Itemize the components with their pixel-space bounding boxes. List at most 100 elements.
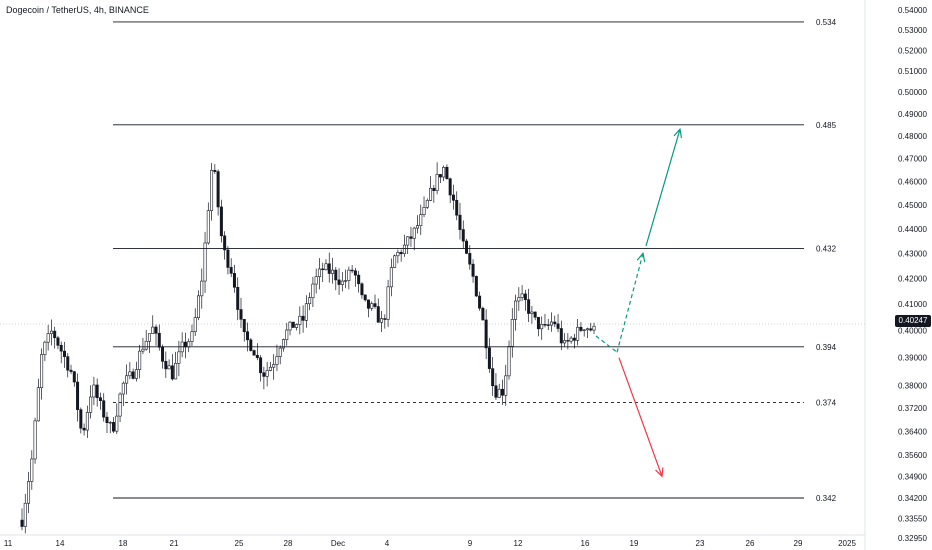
- time-tick-label: 9: [468, 539, 473, 548]
- candle-body: [40, 354, 44, 388]
- time-tick-label: 26: [746, 539, 755, 548]
- candle-body: [438, 174, 442, 178]
- candle-body: [268, 366, 272, 371]
- candle-body: [206, 210, 210, 244]
- candle-body: [128, 371, 132, 377]
- price-tick-label: 0.51000: [898, 67, 927, 76]
- candle-body: [422, 207, 426, 215]
- candle-body: [363, 294, 367, 301]
- candle-body: [30, 458, 34, 482]
- candle-body: [76, 381, 80, 410]
- candle-body: [72, 371, 76, 383]
- candle-body: [357, 274, 361, 285]
- candle-body: [56, 337, 60, 346]
- candle-body: [89, 396, 93, 413]
- candle-body: [141, 348, 145, 352]
- candle-body: [429, 187, 433, 201]
- candle-body: [376, 306, 380, 323]
- candle-body: [232, 273, 236, 288]
- candle-body: [425, 200, 429, 208]
- candle-body: [229, 267, 233, 274]
- candle-body: [118, 393, 122, 417]
- candle-body: [33, 420, 37, 460]
- candle-body: [445, 166, 449, 180]
- candle-body: [510, 319, 514, 347]
- candle-body: [98, 397, 102, 401]
- candle-body: [311, 283, 315, 298]
- candle-body: [46, 333, 50, 343]
- price-tick-label: 0.37200: [898, 404, 927, 413]
- candle-body: [543, 324, 547, 326]
- candle-body: [262, 372, 266, 377]
- price-tick-label: 0.36400: [898, 427, 927, 436]
- candle-body: [108, 422, 112, 424]
- price-tick-label: 0.46000: [898, 177, 927, 186]
- candle-body: [415, 225, 419, 229]
- candle-body: [170, 365, 174, 380]
- candle-body: [540, 324, 544, 330]
- candle-body: [288, 321, 292, 331]
- price-tick-label: 0.44000: [898, 225, 927, 234]
- candle-body: [177, 351, 181, 364]
- time-axis[interactable]: 11 14 18 21 25 28 Dec 4 9 12 16 19 23 26 29 2025: [4, 539, 857, 548]
- candle-body: [321, 268, 325, 271]
- candle-body: [589, 328, 593, 331]
- candle-body: [95, 384, 99, 399]
- bullish-dashed-leg: [595, 335, 618, 353]
- candle-body: [585, 328, 589, 331]
- candle-body: [579, 326, 583, 331]
- candle-body: [246, 331, 250, 341]
- candle-body: [465, 240, 469, 254]
- candle-body: [396, 252, 400, 257]
- candle-body: [213, 169, 217, 172]
- candles: [20, 162, 596, 534]
- price-tick-label: 0.48000: [898, 132, 927, 141]
- candle-body: [324, 263, 328, 270]
- candle-body: [412, 227, 416, 239]
- price-tick-label: 0.52000: [898, 46, 927, 55]
- candle-body: [337, 279, 341, 285]
- candle-body: [556, 323, 560, 329]
- scenario-arrows[interactable]: [595, 127, 683, 478]
- price-axis[interactable]: 0.54000 0.53000 0.52000 0.51000 0.50000 0.490…: [898, 6, 927, 543]
- candle-body: [353, 270, 357, 276]
- time-tick-label: 25: [235, 539, 244, 548]
- candle-body: [409, 236, 413, 239]
- candle-body: [383, 318, 387, 320]
- price-tick-label: 0.53000: [898, 26, 927, 35]
- candle-body: [59, 345, 63, 352]
- arrow-head: [655, 467, 664, 478]
- candle-body: [399, 252, 403, 255]
- candle-body: [236, 286, 240, 310]
- candle-body: [66, 356, 70, 371]
- bearish-leg: [618, 357, 663, 477]
- candle-body: [340, 280, 344, 285]
- candle-body: [347, 269, 351, 281]
- candle-body: [82, 427, 86, 431]
- candle-body: [517, 297, 521, 302]
- horizontal-levels[interactable]: 0.534 0.485 0.432 0.394 0.374 0.342: [113, 18, 837, 503]
- candle-body: [301, 315, 305, 321]
- candle-body: [432, 187, 436, 191]
- candle-body: [295, 324, 299, 328]
- candle-body: [125, 375, 129, 384]
- candle-body: [442, 166, 446, 178]
- bullish-solid-leg: [645, 129, 681, 247]
- candle-body: [344, 280, 348, 282]
- candle-body: [197, 295, 201, 318]
- candle-body: [265, 370, 269, 377]
- candle-body: [484, 319, 488, 349]
- chart-title: Dogecoin / TetherUS, 4h, BINANCE: [6, 5, 149, 15]
- candle-body: [458, 214, 462, 230]
- time-tick-label: 11: [4, 539, 13, 548]
- candle-body: [527, 299, 531, 314]
- candle-body: [252, 350, 256, 356]
- candle-body: [27, 481, 31, 504]
- level-label: 0.534: [816, 18, 837, 27]
- candle-body: [474, 276, 478, 297]
- candle-body: [497, 388, 501, 398]
- candle-body: [203, 242, 207, 282]
- candle-body: [435, 174, 439, 191]
- time-tick-label: Dec: [331, 539, 345, 548]
